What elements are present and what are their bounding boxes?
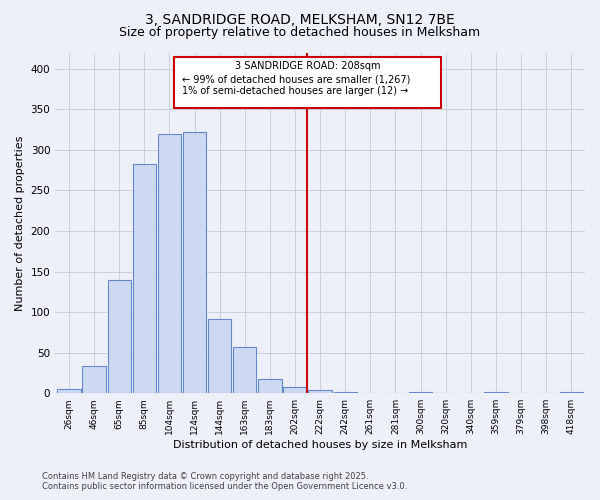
Bar (258, 378, 281, 393)
Text: 3 SANDRIDGE ROAD: 208sqm: 3 SANDRIDGE ROAD: 208sqm (235, 60, 380, 70)
Text: 1% of semi-detached houses are larger (12) →: 1% of semi-detached houses are larger (1… (182, 86, 408, 96)
Y-axis label: Number of detached properties: Number of detached properties (15, 135, 25, 310)
Text: Size of property relative to detached houses in Melksham: Size of property relative to detached ho… (119, 26, 481, 39)
Bar (560, 392, 583, 393)
Bar (133, 164, 156, 393)
Bar (484, 392, 508, 393)
X-axis label: Distribution of detached houses by size in Melksham: Distribution of detached houses by size … (173, 440, 467, 450)
Bar (208, 318, 232, 393)
Bar (308, 390, 332, 393)
Bar (409, 392, 432, 393)
Bar (183, 132, 206, 393)
Text: ← 99% of detached houses are smaller (1,267): ← 99% of detached houses are smaller (1,… (182, 74, 410, 85)
Text: 3, SANDRIDGE ROAD, MELKSHAM, SN12 7BE: 3, SANDRIDGE ROAD, MELKSHAM, SN12 7BE (145, 12, 455, 26)
Bar (283, 386, 307, 393)
Text: Contains HM Land Registry data © Crown copyright and database right 2025.
Contai: Contains HM Land Registry data © Crown c… (42, 472, 407, 491)
Bar (233, 347, 256, 393)
Bar (334, 392, 357, 393)
Bar (58, 389, 80, 393)
Bar (107, 280, 131, 393)
Bar (82, 366, 106, 393)
FancyBboxPatch shape (175, 56, 440, 108)
Bar (158, 134, 181, 393)
